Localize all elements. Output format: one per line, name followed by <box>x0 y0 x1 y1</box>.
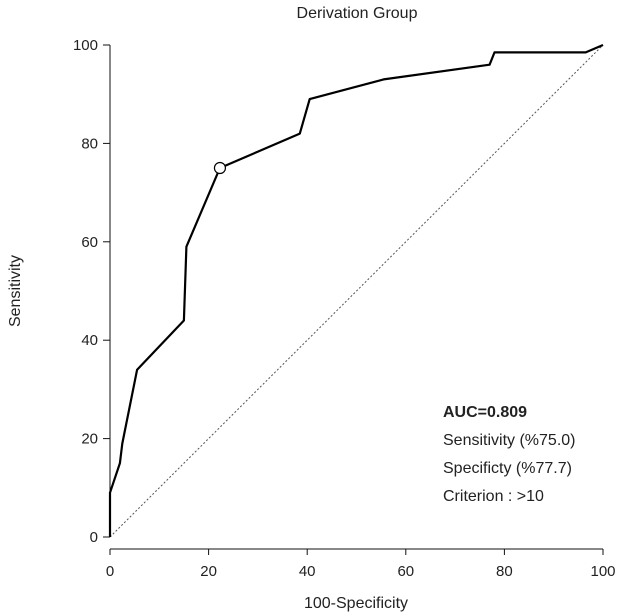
annotation-block: AUC=0.809 Sensitivity (%75.0) Specificty… <box>443 404 576 505</box>
specificity-label: Specificty (%77.7) <box>443 460 572 477</box>
auc-label: AUC=0.809 <box>443 404 527 421</box>
reference-diagonal-line <box>109 44 604 538</box>
criterion-label: Criterion : >10 <box>443 488 544 505</box>
x-tick-label: 20 <box>200 563 217 580</box>
y-tick-label: 100 <box>73 37 98 54</box>
y-ticks: 0 20 40 60 80 100 <box>73 37 110 546</box>
y-axis-title: Sensitivity <box>7 255 24 327</box>
y-tick-label: 60 <box>81 234 98 251</box>
x-axis-title: 100-Specificity <box>304 595 408 612</box>
chart-title: Derivation Group <box>297 5 418 22</box>
y-tick-label: 80 <box>81 135 98 152</box>
plot-area: 0 20 40 60 80 100 0 20 40 60 80 100 <box>73 37 616 580</box>
y-tick-label: 20 <box>81 431 98 448</box>
y-tick-label: 40 <box>81 332 98 349</box>
x-tick-label: 100 <box>590 563 615 580</box>
y-tick-label: 0 <box>90 529 98 546</box>
x-tick-label: 40 <box>299 563 316 580</box>
x-tick-label: 80 <box>496 563 513 580</box>
x-tick-label: 0 <box>106 563 114 580</box>
criterion-point-marker <box>213 161 227 175</box>
x-tick-label: 60 <box>397 563 414 580</box>
x-ticks: 0 20 40 60 80 100 <box>106 549 616 580</box>
sensitivity-label: Sensitivity (%75.0) <box>443 432 576 449</box>
